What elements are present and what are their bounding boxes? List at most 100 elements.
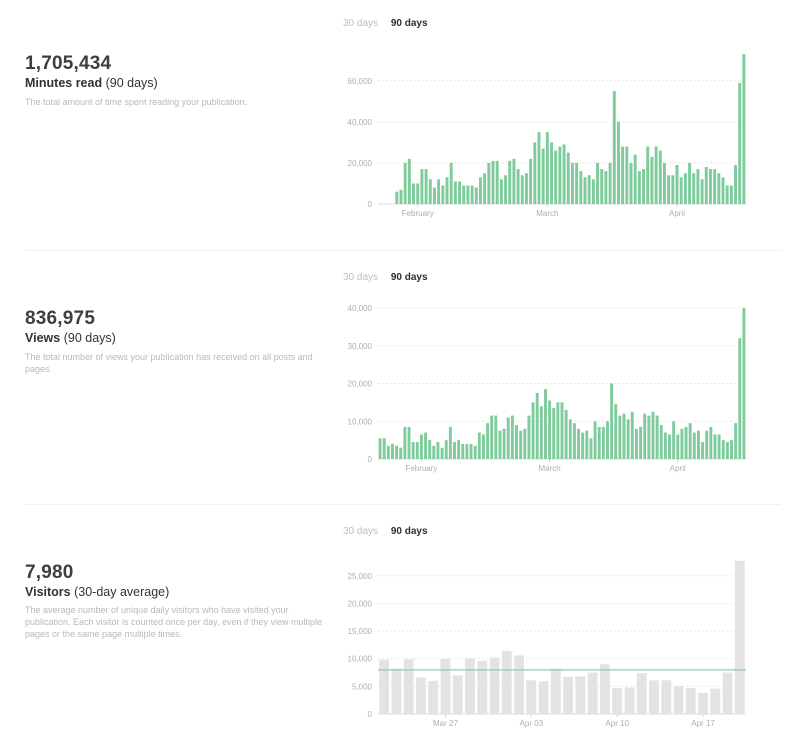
x-tick-label: Apr 10 <box>605 719 629 728</box>
bar <box>506 417 510 459</box>
bar <box>713 169 717 204</box>
bar <box>601 426 605 459</box>
metric-description: The total amount of time spent reading y… <box>25 97 248 107</box>
bar <box>529 158 533 204</box>
bar <box>465 658 475 714</box>
bar <box>568 419 572 459</box>
bar <box>448 426 452 459</box>
bar <box>650 156 654 204</box>
y-tick-label: 30,000 <box>348 342 373 351</box>
bar <box>428 440 432 459</box>
bar <box>562 144 566 204</box>
bar <box>403 426 407 459</box>
bar <box>491 160 495 204</box>
bar <box>428 680 439 714</box>
tab-90-days[interactable]: 90 days <box>390 272 428 283</box>
bar <box>596 162 600 204</box>
bar <box>395 191 399 204</box>
bar <box>643 413 647 459</box>
y-tick-label: 15,000 <box>348 627 373 636</box>
bar <box>577 428 580 459</box>
bar <box>538 681 549 714</box>
bar <box>679 177 683 204</box>
views-section: 30 days 90 days 836,975 Views (90 days) … <box>0 254 786 504</box>
bar <box>742 54 746 205</box>
bar <box>412 183 416 204</box>
bar <box>548 400 552 459</box>
bar <box>622 413 626 459</box>
bar <box>391 668 402 714</box>
bar <box>523 428 527 459</box>
bar <box>566 152 570 204</box>
y-tick-label: 0 <box>368 200 373 209</box>
bar <box>462 185 466 204</box>
bar <box>474 187 478 204</box>
bar <box>382 438 386 459</box>
y-tick-label: 20,000 <box>348 599 373 608</box>
tab-30-days[interactable]: 30 days <box>343 272 379 283</box>
bar <box>654 146 658 204</box>
bar <box>700 179 704 204</box>
bar <box>424 432 427 459</box>
bar <box>651 411 655 459</box>
bar <box>688 423 692 459</box>
x-tick-label: Apr 17 <box>691 719 715 728</box>
bar <box>436 442 440 459</box>
period-tabs: 30 days 90 days <box>343 526 438 537</box>
bar <box>624 687 635 714</box>
bar <box>526 680 537 714</box>
bar <box>516 169 520 204</box>
y-tick-label: 25,000 <box>348 572 373 581</box>
bar <box>629 162 633 204</box>
bar <box>671 175 675 204</box>
bar <box>589 438 593 459</box>
divider <box>25 504 781 505</box>
metric-description: The average number of unique daily visit… <box>25 605 322 639</box>
bar <box>637 171 641 204</box>
bar <box>452 675 463 714</box>
bar <box>440 658 451 714</box>
bar <box>725 185 729 204</box>
bar <box>441 185 445 204</box>
bar <box>494 415 498 459</box>
bar <box>575 676 586 714</box>
bar <box>709 426 713 459</box>
y-tick-label: 0 <box>368 455 373 464</box>
bar <box>612 688 623 714</box>
bar <box>445 177 449 204</box>
metric-label-strong: Visitors <box>25 585 71 599</box>
tab-90-days[interactable]: 90 days <box>390 18 428 29</box>
metric-description: The total number of views your publicati… <box>25 352 313 374</box>
tab-90-days[interactable]: 90 days <box>390 526 428 537</box>
tab-30-days[interactable]: 30 days <box>343 526 379 537</box>
bar <box>481 434 485 459</box>
bar <box>662 162 666 204</box>
bar <box>685 688 696 714</box>
y-tick-label: 40,000 <box>348 118 373 127</box>
x-tick-label: Mar 27 <box>433 719 458 728</box>
period-tabs: 30 days 90 days <box>343 272 438 283</box>
bar <box>616 121 620 204</box>
bar <box>461 443 465 459</box>
bar <box>675 164 679 204</box>
metric-value: 836,975 <box>25 308 96 329</box>
bar <box>704 167 708 204</box>
bar <box>593 421 597 459</box>
bar <box>395 445 399 459</box>
bar <box>572 423 576 459</box>
bar <box>416 183 420 204</box>
bar <box>659 425 663 459</box>
x-tick-label: February <box>405 464 437 473</box>
bar <box>608 162 612 204</box>
bar <box>697 430 700 459</box>
tab-30-days[interactable]: 30 days <box>343 18 379 29</box>
x-tick-label: April <box>670 464 686 473</box>
bar <box>470 185 474 204</box>
bar <box>510 415 514 459</box>
bar <box>713 434 717 459</box>
bar <box>688 162 692 204</box>
bar <box>742 308 746 459</box>
bar <box>684 426 688 459</box>
bar <box>541 148 545 204</box>
bar <box>564 409 568 459</box>
